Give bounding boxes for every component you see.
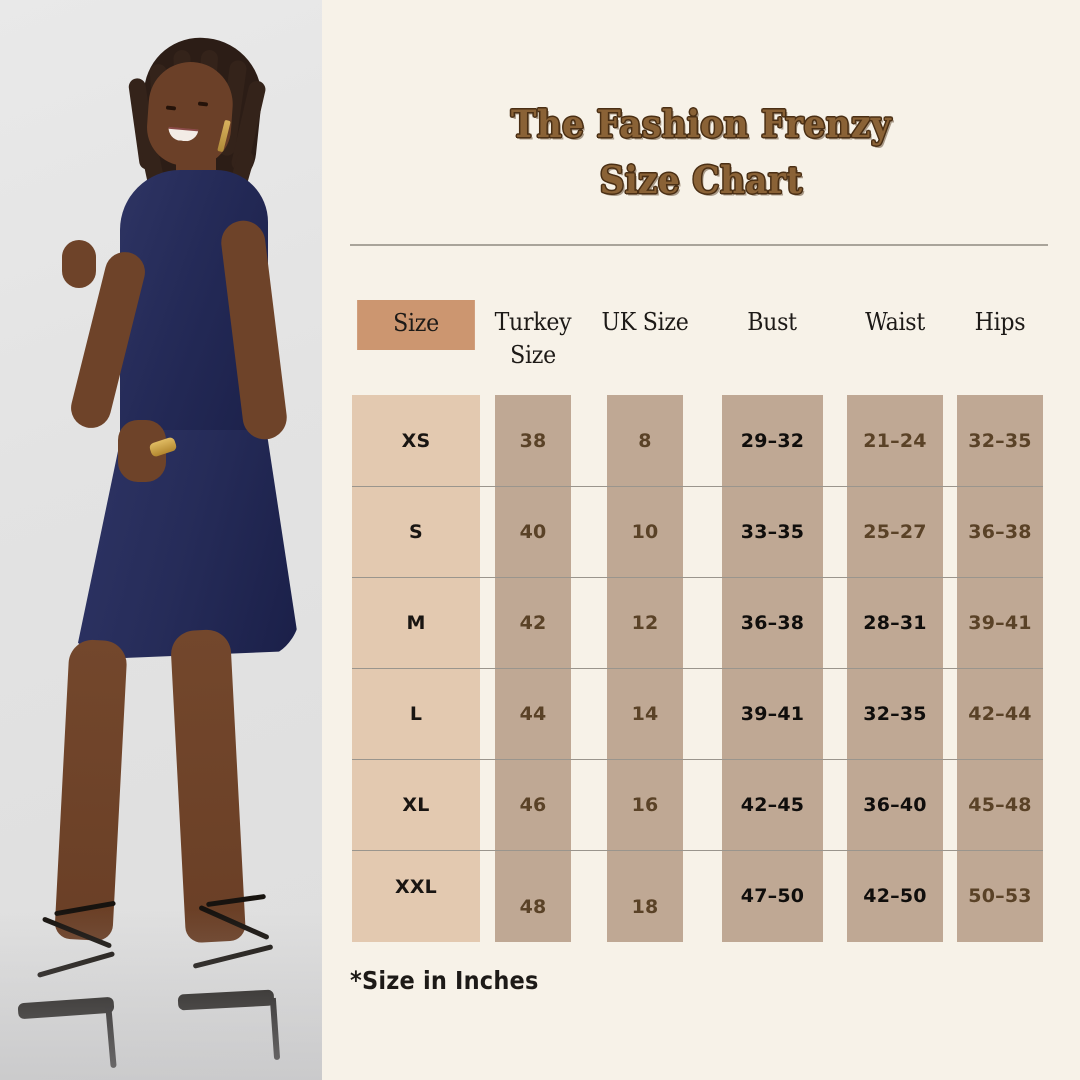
cell-hips: 42–44 — [968, 702, 1032, 725]
cell-hips: 36–38 — [968, 520, 1032, 543]
cell-waist: 25–27 — [863, 520, 927, 543]
row-separator — [352, 486, 1043, 487]
cell-uk-size: 18 — [631, 895, 659, 918]
page-title: The Fashion Frenzy Size Chart — [322, 96, 1080, 208]
cell-size: XL — [402, 793, 430, 816]
cell-size: M — [406, 611, 426, 634]
table-row: L 44 14 39–41 32–35 42–44 — [322, 668, 1080, 759]
cell-uk-size: 16 — [631, 793, 659, 816]
column-header-turkey-size: Turkey Size — [494, 308, 572, 369]
cell-waist: 21–24 — [863, 429, 927, 452]
cell-bust: 47–50 — [740, 884, 805, 907]
cell-waist: 42–50 — [863, 884, 927, 907]
table-row: XS 38 8 29–32 21–24 32–35 — [322, 395, 1080, 486]
table-header-row: Size Turkey Size UK Size Bust Waist Hips — [322, 300, 1080, 395]
cell-waist: 28–31 — [863, 611, 927, 634]
table-row: S 40 10 33–35 25–27 36–38 — [322, 486, 1080, 577]
cell-uk-size: 8 — [638, 429, 652, 452]
cell-hips: 45–48 — [968, 793, 1032, 816]
cell-uk-size: 14 — [631, 702, 659, 725]
cell-uk-size: 12 — [631, 611, 659, 634]
cell-size: XS — [401, 429, 431, 452]
row-separator — [352, 850, 1043, 851]
title-line-1: The Fashion Frenzy — [510, 102, 892, 146]
cell-turkey-size: 46 — [519, 793, 547, 816]
cell-waist: 36–40 — [863, 793, 927, 816]
table-row: M 42 12 36–38 28–31 39–41 — [322, 577, 1080, 668]
cell-bust: 42–45 — [740, 793, 805, 816]
cell-size: XXL — [394, 875, 437, 898]
cell-size: L — [409, 702, 423, 725]
column-header-waist: Waist — [865, 308, 925, 336]
floor-shadow — [0, 910, 322, 1080]
leg-right — [169, 628, 247, 944]
cell-hips: 50–53 — [968, 884, 1032, 907]
column-header-size: Size — [357, 300, 475, 350]
table-row: XL 46 16 42–45 36–40 45–48 — [322, 759, 1080, 850]
column-header-uk-size: UK Size — [601, 308, 689, 336]
leg-left — [54, 638, 128, 942]
dress-skirt — [74, 430, 300, 660]
title-divider — [350, 244, 1048, 246]
size-unit-note: *Size in Inches — [350, 966, 539, 995]
cell-bust: 36–38 — [740, 611, 805, 634]
cell-turkey-size: 40 — [519, 520, 547, 543]
row-separator — [352, 759, 1043, 760]
cell-bust: 29–32 — [740, 429, 805, 452]
cell-turkey-size: 44 — [519, 702, 547, 725]
column-header-hips: Hips — [974, 308, 1026, 336]
cell-turkey-size: 48 — [519, 895, 547, 918]
model-illustration — [0, 0, 322, 1080]
hand-left — [62, 240, 96, 288]
cell-uk-size: 10 — [631, 520, 659, 543]
cell-size: S — [409, 520, 423, 543]
cell-bust: 39–41 — [740, 702, 805, 725]
size-chart-table: Size Turkey Size UK Size Bust Waist Hips… — [322, 300, 1080, 942]
chart-content: The Fashion Frenzy Size Chart Size Turke… — [322, 0, 1080, 1080]
column-header-bust: Bust — [747, 308, 797, 336]
model-photo-panel — [0, 0, 322, 1080]
cell-bust: 33–35 — [740, 520, 805, 543]
cell-turkey-size: 38 — [519, 429, 547, 452]
cell-waist: 32–35 — [863, 702, 927, 725]
table-row: XXL 48 18 47–50 42–50 50–53 — [322, 850, 1080, 941]
title-line-2: Size Chart — [599, 158, 803, 202]
cell-turkey-size: 42 — [519, 611, 547, 634]
cell-hips: 32–35 — [968, 429, 1032, 452]
row-separator — [352, 668, 1043, 669]
row-separator — [352, 577, 1043, 578]
cell-hips: 39–41 — [968, 611, 1032, 634]
